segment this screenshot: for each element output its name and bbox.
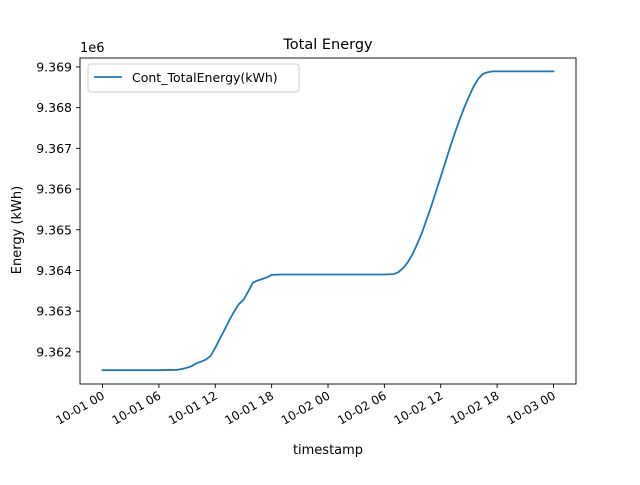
- y-axis-offset-label: 1e6: [80, 41, 105, 56]
- y-tick-label: 9.369: [36, 59, 72, 74]
- legend: Cont_TotalEnergy(kWh): [87, 63, 300, 93]
- chart-title: Total Energy: [282, 37, 373, 53]
- y-tick-label: 9.364: [36, 263, 72, 278]
- y-tick-label: 9.363: [36, 304, 72, 319]
- legend-frame: [87, 63, 300, 93]
- legend-label: Cont_TotalEnergy(kWh): [132, 70, 278, 85]
- y-tick-label: 9.362: [36, 344, 72, 359]
- y-tick-label: 9.368: [36, 100, 72, 115]
- y-tick-label: 9.366: [36, 182, 72, 197]
- series-line-0: [101, 70, 555, 372]
- y-tick-label: 9.365: [36, 222, 72, 237]
- x-axis-label: timestamp: [293, 443, 363, 458]
- y-tick-label: 9.367: [36, 141, 72, 156]
- y-axis-label: Energy (kWh): [10, 186, 25, 274]
